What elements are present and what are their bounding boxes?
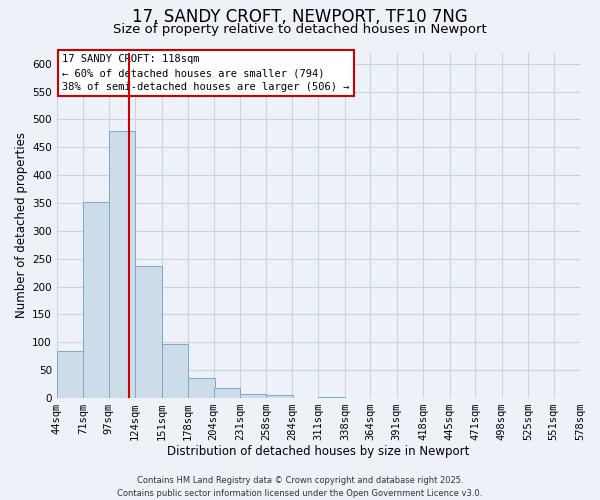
Text: 17, SANDY CROFT, NEWPORT, TF10 7NG: 17, SANDY CROFT, NEWPORT, TF10 7NG — [132, 8, 468, 26]
Bar — [135, 266, 161, 398]
Bar — [83, 202, 110, 398]
X-axis label: Distribution of detached houses by size in Newport: Distribution of detached houses by size … — [167, 444, 470, 458]
Y-axis label: Number of detached properties: Number of detached properties — [15, 132, 28, 318]
Text: 17 SANDY CROFT: 118sqm
← 60% of detached houses are smaller (794)
38% of semi-de: 17 SANDY CROFT: 118sqm ← 60% of detached… — [62, 54, 350, 92]
Text: Size of property relative to detached houses in Newport: Size of property relative to detached ho… — [113, 22, 487, 36]
Bar — [214, 388, 240, 398]
Bar — [319, 397, 345, 398]
Bar — [266, 395, 293, 398]
Bar — [109, 130, 135, 398]
Bar — [240, 394, 266, 398]
Bar — [57, 350, 83, 398]
Bar — [161, 344, 188, 398]
Bar — [188, 378, 215, 398]
Text: Contains HM Land Registry data © Crown copyright and database right 2025.
Contai: Contains HM Land Registry data © Crown c… — [118, 476, 482, 498]
